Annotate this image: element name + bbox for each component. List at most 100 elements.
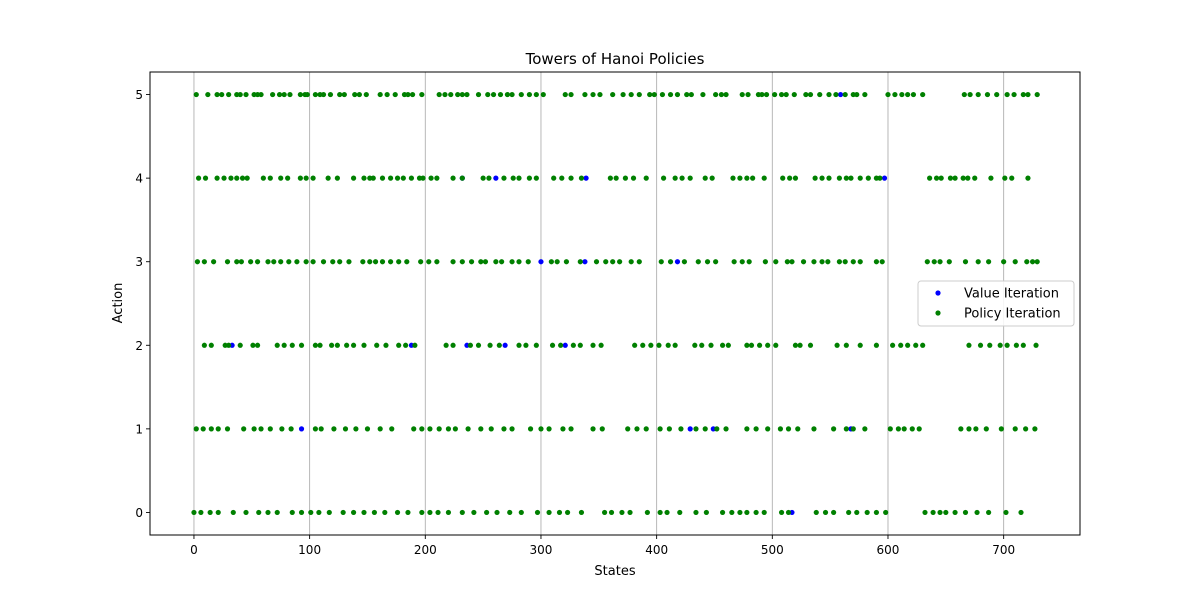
data-point: [960, 175, 966, 181]
x-tick-label: 0: [190, 543, 198, 557]
data-point: [800, 259, 807, 265]
data-point: [427, 509, 433, 516]
data-point: [412, 342, 418, 348]
data-point: [317, 342, 323, 348]
x-tick-label: 700: [992, 543, 1015, 557]
data-point: [943, 509, 949, 516]
data-point: [687, 175, 693, 181]
data-point: [946, 259, 952, 265]
data-point: [864, 509, 870, 516]
data-point: [877, 175, 883, 181]
data-point: [427, 426, 433, 432]
data-point: [194, 259, 201, 265]
data-point: [546, 426, 552, 432]
data-point: [274, 509, 280, 516]
data-point: [405, 91, 411, 98]
data-point: [392, 91, 398, 98]
data-point: [559, 175, 565, 181]
legend-marker-policy-iteration: [935, 310, 941, 316]
data-point: [346, 259, 352, 265]
data-point: [374, 342, 380, 348]
data-point: [337, 259, 343, 265]
data-point: [731, 259, 737, 265]
data-point: [962, 509, 969, 516]
data-point: [713, 259, 719, 265]
data-point: [899, 91, 905, 98]
data-point: [310, 259, 316, 265]
data-point: [910, 91, 917, 98]
data-point: [230, 509, 236, 516]
data-point: [848, 175, 854, 181]
data-point: [426, 259, 432, 265]
data-point: [468, 259, 475, 265]
data-point: [1024, 259, 1030, 265]
data-point: [281, 91, 287, 98]
data-point: [644, 509, 650, 516]
data-point: [298, 342, 305, 348]
data-point: [226, 91, 232, 98]
data-point: [237, 342, 243, 348]
data-point: [620, 91, 626, 98]
data-point: [836, 175, 843, 181]
data-point: [403, 342, 409, 348]
data-point: [656, 342, 662, 348]
data-point: [342, 426, 349, 432]
data-point: [1009, 175, 1015, 181]
data-point: [773, 342, 779, 348]
chart-title: Towers of Hanoi Policies: [525, 50, 705, 68]
data-point: [361, 175, 367, 181]
data-point: [265, 259, 271, 265]
data-point: [239, 175, 246, 181]
data-point: [396, 259, 402, 265]
data-point: [702, 175, 708, 181]
legend-label-policy-iteration: Policy Iteration: [964, 307, 1061, 322]
data-point: [813, 509, 819, 516]
data-point: [360, 259, 366, 265]
data-point: [857, 175, 863, 181]
data-point: [753, 509, 759, 516]
data-point: [320, 259, 327, 265]
data-point: [967, 91, 973, 98]
data-point: [318, 426, 324, 432]
data-point: [459, 91, 465, 98]
data-point: [486, 175, 492, 181]
data-point: [825, 259, 831, 265]
data-point: [549, 342, 556, 348]
data-point: [248, 259, 254, 265]
data-point: [811, 259, 817, 265]
data-point: [842, 91, 848, 98]
data-point: [526, 91, 533, 98]
data-point: [628, 259, 634, 265]
data-point: [901, 426, 907, 432]
data-point: [497, 91, 504, 98]
data-point: [797, 342, 803, 348]
series-1: [191, 91, 1040, 516]
data-point: [243, 91, 249, 98]
data-point: [499, 259, 505, 265]
data-point: [379, 259, 386, 265]
data-point: [198, 509, 204, 516]
data-point: [509, 426, 515, 432]
data-point: [329, 342, 335, 348]
data-point: [408, 175, 415, 181]
data-point: [920, 342, 926, 348]
data-point: [200, 426, 206, 432]
data-point: [256, 509, 262, 516]
data-point: [850, 259, 856, 265]
data-point: [294, 259, 300, 265]
data-point: [972, 175, 978, 181]
data-point: [361, 509, 367, 516]
data-point: [527, 426, 534, 432]
legend-marker-value-iteration: [935, 290, 941, 296]
data-point: [966, 426, 972, 432]
data-point: [334, 175, 340, 181]
grid-lines: [193, 72, 1005, 535]
data-point: [510, 175, 516, 181]
data-point: [564, 509, 571, 516]
data-point: [455, 91, 461, 98]
data-point: [533, 342, 539, 348]
data-point: [593, 259, 600, 265]
data-point: [379, 175, 386, 181]
data-point: [241, 426, 247, 432]
x-tick-label: 300: [530, 543, 553, 557]
